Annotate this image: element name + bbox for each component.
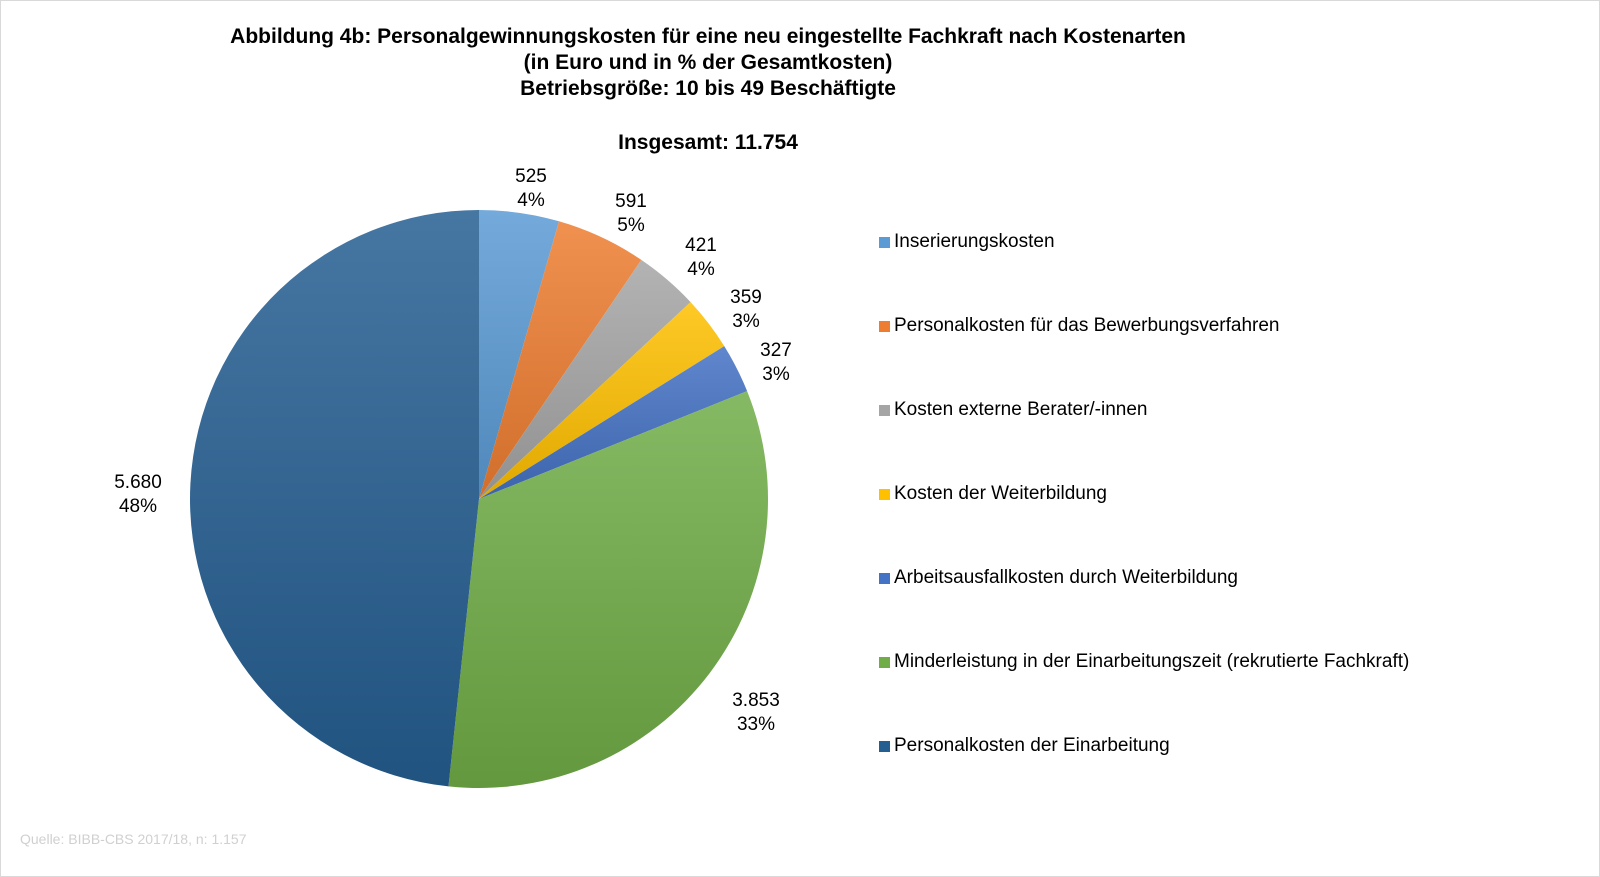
legend-item: Kosten der Weiterbildung (879, 483, 1107, 505)
data-label: 5.680 48% (93, 471, 183, 519)
legend-label: Arbeitsausfallkosten durch Weiterbildung (894, 567, 1238, 588)
legend-swatch-icon (879, 320, 890, 332)
data-label-percent: 48% (118, 496, 158, 517)
legend-item: Personalkosten der Einarbeitung (879, 735, 1170, 757)
pie-slice-4 (479, 302, 725, 499)
pie-slice-6 (448, 391, 768, 788)
data-label-value: 421 (685, 235, 717, 256)
data-label: 359 3% (701, 286, 791, 334)
data-label-value: 591 (615, 191, 647, 212)
data-label: 421 4% (656, 234, 746, 282)
legend-item: Kosten externe Berater/-innen (879, 399, 1148, 421)
data-label: 525 4% (486, 165, 576, 213)
legend-swatch-icon (879, 740, 890, 752)
pie-slice-1 (479, 210, 560, 499)
data-label-value: 5.680 (114, 472, 162, 493)
data-label-percent: 4% (517, 190, 545, 211)
legend-label: Personalkosten der Einarbeitung (894, 735, 1170, 756)
pie-slice-3 (479, 259, 691, 499)
chart-title-line-3: Betriebsgröße: 10 bis 49 Beschäftigte (520, 77, 896, 100)
pie-slice-7 (189, 210, 480, 787)
legend-item: Arbeitsausfallkosten durch Weiterbildung (879, 567, 1238, 589)
legend-swatch-icon (879, 656, 890, 668)
data-label-percent: 5% (617, 215, 645, 236)
data-label-value: 327 (760, 340, 792, 361)
data-label-value: 3.853 (732, 690, 780, 711)
legend-item: Minderleistung in der Einarbeitungszeit … (879, 651, 1409, 673)
data-label-percent: 3% (732, 311, 760, 332)
data-label: 3.853 33% (711, 689, 801, 737)
data-label-value: 359 (730, 287, 762, 308)
legend-swatch-icon (879, 488, 890, 500)
total-label: Insgesamt: 11.754 (618, 131, 798, 154)
data-label-value: 525 (515, 166, 547, 187)
legend-swatch-icon (879, 236, 890, 248)
data-label: 327 3% (731, 339, 821, 387)
data-label-percent: 3% (762, 364, 790, 385)
source-note: Quelle: BIBB-CBS 2017/18, n: 1.157 (20, 831, 247, 847)
legend-label: Inserierungskosten (894, 231, 1055, 252)
legend-item: Inserierungskosten (879, 231, 1055, 253)
chart-title-line-1: Abbildung 4b: Personalgewinnungskosten f… (230, 25, 1186, 48)
data-label-percent: 4% (687, 259, 715, 280)
legend-label: Kosten der Weiterbildung (894, 483, 1107, 504)
pie-slice-5 (479, 346, 748, 499)
data-label-percent: 33% (736, 714, 776, 735)
chart-title-line-2: (in Euro und in % der Gesamtkosten) (523, 51, 893, 74)
data-label: 591 5% (586, 190, 676, 238)
legend-label: Personalkosten für das Bewerbungsverfahr… (894, 315, 1280, 336)
legend-label: Minderleistung in der Einarbeitungszeit … (894, 651, 1410, 672)
legend-swatch-icon (879, 572, 890, 584)
legend-swatch-icon (879, 404, 890, 416)
pie-slice-2 (479, 221, 642, 499)
legend-item: Personalkosten für das Bewerbungsverfahr… (879, 315, 1280, 337)
legend-label: Kosten externe Berater/-innen (894, 399, 1148, 420)
